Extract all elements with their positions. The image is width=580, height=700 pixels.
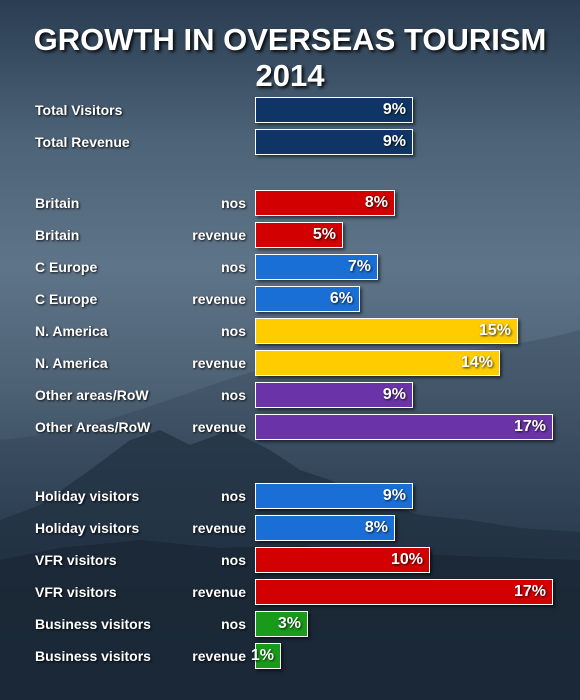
metric-label: nos <box>221 195 246 211</box>
chart-title: GROWTH IN OVERSEAS TOURISM 2014 <box>33 22 547 93</box>
metric-label: revenue <box>192 291 246 307</box>
bar-value-label: 1% <box>250 647 274 664</box>
bar: 9% <box>255 382 413 408</box>
bar: 1% <box>251 643 281 669</box>
bar-value-label: 17% <box>513 583 546 600</box>
category-label: Holiday visitors <box>35 488 140 504</box>
bar-value-label: 9% <box>382 386 406 403</box>
category-label: VFR visitors <box>35 584 117 600</box>
bar-value-label: 17% <box>513 418 546 435</box>
metric-label: revenue <box>192 584 246 600</box>
category-label: Holiday visitors <box>35 520 140 536</box>
bar-value-label: 7% <box>347 258 371 275</box>
bar-value-label: 9% <box>382 133 406 150</box>
bar-value-label: 8% <box>364 519 388 536</box>
bar-value-label: 10% <box>390 551 423 568</box>
metric-label: revenue <box>192 419 246 435</box>
bar-value-label: 15% <box>478 322 511 339</box>
category-label: Total Revenue <box>35 134 130 150</box>
category-label: Britain <box>35 227 80 243</box>
bar-value-label: 6% <box>329 290 353 307</box>
bar-value-label: 9% <box>382 487 406 504</box>
bar-value-label: 14% <box>460 354 493 371</box>
category-label: Business visitors <box>35 616 151 632</box>
bar: 6% <box>255 286 360 312</box>
category-label: Business visitors <box>35 648 151 664</box>
bar: 15% <box>255 318 518 344</box>
metric-label: nos <box>221 259 246 275</box>
bar: 5% <box>255 222 343 248</box>
metric-label: nos <box>221 488 246 504</box>
bar: 8% <box>255 515 395 541</box>
metric-label: revenue <box>192 648 246 664</box>
category-label: Total Visitors <box>35 102 123 118</box>
metric-label: nos <box>221 387 246 403</box>
category-label: Britain <box>35 195 80 211</box>
bar: 9% <box>255 483 413 509</box>
bar: 8% <box>255 190 395 216</box>
metric-label: revenue <box>192 520 246 536</box>
metric-label: revenue <box>192 355 246 371</box>
bar: 9% <box>255 97 413 123</box>
category-label: Other areas/RoW <box>35 387 149 403</box>
category-label: VFR visitors <box>35 552 117 568</box>
category-label: Other Areas/RoW <box>35 419 151 435</box>
bar: 10% <box>255 547 430 573</box>
metric-label: nos <box>221 552 246 568</box>
bar-value-label: 3% <box>277 615 301 632</box>
bar: 14% <box>255 350 500 376</box>
category-label: N. America <box>35 323 108 339</box>
bar: 7% <box>255 254 378 280</box>
metric-label: nos <box>221 323 246 339</box>
bar: 17% <box>255 579 553 605</box>
bar-value-label: 9% <box>382 101 406 118</box>
metric-label: revenue <box>192 227 246 243</box>
bar: 3% <box>255 611 308 637</box>
bar-value-label: 5% <box>312 226 336 243</box>
category-label: C Europe <box>35 291 98 307</box>
bar-value-label: 8% <box>364 194 388 211</box>
bar: 9% <box>255 129 413 155</box>
category-label: C Europe <box>35 259 98 275</box>
bar: 17% <box>255 414 553 440</box>
category-label: N. America <box>35 355 108 371</box>
metric-label: nos <box>221 616 246 632</box>
